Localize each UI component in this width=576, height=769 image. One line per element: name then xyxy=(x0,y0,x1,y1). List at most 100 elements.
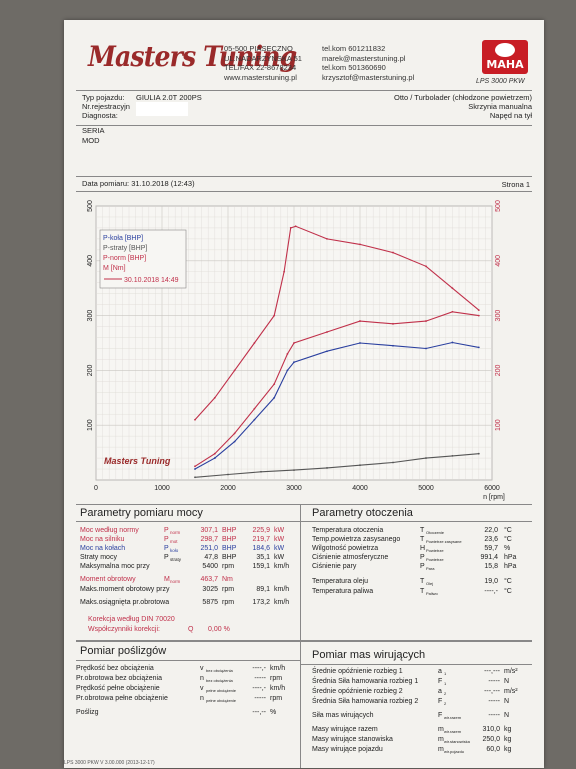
data-point xyxy=(293,469,295,472)
data-point xyxy=(451,287,454,290)
mass-symbol: m xyxy=(438,736,444,743)
y-left-tick-label: 400 xyxy=(87,255,94,267)
panel-divider xyxy=(300,504,301,768)
mass-symbol-sub: wir.stanowiska xyxy=(444,739,470,744)
param-unit-2: km/h xyxy=(274,586,290,593)
mass-symbol-sub: 2 xyxy=(444,691,447,696)
param-symbol-sub: mot xyxy=(170,539,178,544)
env-symbol-sub: Powietrze zasysane xyxy=(426,539,462,544)
slip-symbol-sub: pełne obciążenie xyxy=(206,688,237,693)
slip-label: Pr.obrotowa pełne obciążenie xyxy=(76,695,168,702)
engine-type: Otto / Turbolader (chłodzone powietrzem) xyxy=(394,93,532,102)
env-label: Temperatura oleju xyxy=(312,578,369,585)
param-symbol: P xyxy=(164,527,169,534)
mass-symbol-sub: 2 xyxy=(444,701,447,706)
y-right-tick-label: 300 xyxy=(495,310,502,322)
software-version: LPS 3000 PKW V 3.00.000 (2013-12-17) xyxy=(64,760,155,766)
data-point xyxy=(359,464,361,467)
data-point xyxy=(425,457,427,459)
series-line-1 xyxy=(194,453,479,478)
y-right-tick-label: 100 xyxy=(495,419,502,431)
correction-coefficient-label: Współczynniki korekcji: xyxy=(88,626,160,633)
env-value: 23,6 xyxy=(484,536,498,543)
mass-label: Masy wirujące pojazdu xyxy=(312,746,383,753)
address-line: www.masterstuning.pl xyxy=(224,72,297,82)
slip-unit: rpm xyxy=(270,675,283,682)
parameters-panel xyxy=(76,504,532,642)
mass-unit: m/s² xyxy=(504,668,518,675)
param-symbol-sub: koło xyxy=(170,548,179,553)
env-symbol: T xyxy=(420,588,425,595)
param-value-1: 307,1 xyxy=(200,527,218,534)
slip-unit: km/h xyxy=(270,685,286,692)
env-unit: °C xyxy=(504,578,512,585)
x-tick-label: 3000 xyxy=(286,485,302,492)
env-unit: hPa xyxy=(504,554,517,561)
env-symbol: P xyxy=(420,563,425,570)
y-right-tick-label: 500 xyxy=(495,200,502,212)
data-point xyxy=(273,314,276,317)
correction-standard: Korekcja według DIN 70020 xyxy=(88,616,175,623)
slip-symbol-sub: bez obciążenia xyxy=(206,678,233,683)
env-unit: °C xyxy=(504,588,512,595)
env-symbol-sub: Powietrze xyxy=(426,548,444,553)
data-point xyxy=(392,322,394,325)
power-params-title: Parametry pomiaru mocy xyxy=(80,507,203,519)
y-right-tick-label: 200 xyxy=(495,364,502,376)
legend-entry: 30.10.2018 14:49 xyxy=(124,277,179,284)
env-unit: °C xyxy=(504,536,512,543)
slip-value: ----- xyxy=(254,695,266,702)
param-symbol-sub: straty xyxy=(170,557,182,562)
y-left-tick-label: 100 xyxy=(87,419,94,431)
env-value: 15,8 xyxy=(484,563,498,570)
legend-entry: P-norm [BHP] xyxy=(103,255,146,262)
page-number: Strona 1 xyxy=(501,180,530,189)
mass-symbol: F xyxy=(438,698,443,705)
data-point xyxy=(233,440,236,443)
param-value-2: 173,2 xyxy=(252,599,270,606)
mass-value: ----- xyxy=(488,712,500,719)
data-point xyxy=(194,465,196,468)
mass-value: ----- xyxy=(488,678,500,685)
series-label: SERIA xyxy=(82,126,105,135)
param-symbol: P xyxy=(164,554,169,561)
slip-label: Poślizg xyxy=(76,709,99,716)
mass-value: 310,0 xyxy=(482,726,500,733)
data-point xyxy=(326,467,328,469)
data-point xyxy=(451,341,454,344)
data-point xyxy=(253,407,256,410)
x-tick-label: 2000 xyxy=(220,485,236,492)
data-point xyxy=(233,432,236,435)
env-symbol: P xyxy=(420,554,425,561)
mass-unit: N xyxy=(504,712,510,719)
param-value-2: 89,1 xyxy=(256,586,270,593)
param-unit-2: km/h xyxy=(274,599,290,606)
param-value-1: 47,8 xyxy=(204,554,218,561)
divider xyxy=(76,660,300,661)
mass-symbol-sub: wir.razem xyxy=(444,729,462,734)
mass-symbol-sub: wir.pojazdu xyxy=(444,749,465,754)
data-point xyxy=(477,452,480,455)
rotating-mass-title: Pomiar mas wirujących xyxy=(312,649,426,661)
slip-value: ----,- xyxy=(252,665,266,672)
mass-label: Średnie opóźnienie rozbieg 2 xyxy=(312,688,403,695)
slip-unit: rpm xyxy=(270,695,283,702)
mass-symbol: F xyxy=(438,712,443,719)
divider xyxy=(300,664,532,665)
slip-unit: km/h xyxy=(270,665,286,672)
mass-label: Średnia Siła hamowania rozbieg 1 xyxy=(312,678,419,685)
param-symbol: P xyxy=(164,536,169,543)
env-symbol-sub: Para xyxy=(426,566,435,571)
param-unit-2: kW xyxy=(274,554,285,561)
data-point xyxy=(286,353,289,355)
legend-entry: P-koła [BHP] xyxy=(103,235,143,242)
mass-value: 250,0 xyxy=(482,736,500,743)
legend-entry: M [Nm] xyxy=(103,265,126,272)
slip-value: ---,-- xyxy=(252,709,266,716)
mass-symbol-sub: wir.razem xyxy=(444,715,462,720)
mass-symbol-sub: 1 xyxy=(444,671,447,676)
env-value: 991,4 xyxy=(480,554,498,561)
data-point xyxy=(253,342,256,344)
data-point xyxy=(392,461,394,464)
redacted-box xyxy=(136,102,188,116)
